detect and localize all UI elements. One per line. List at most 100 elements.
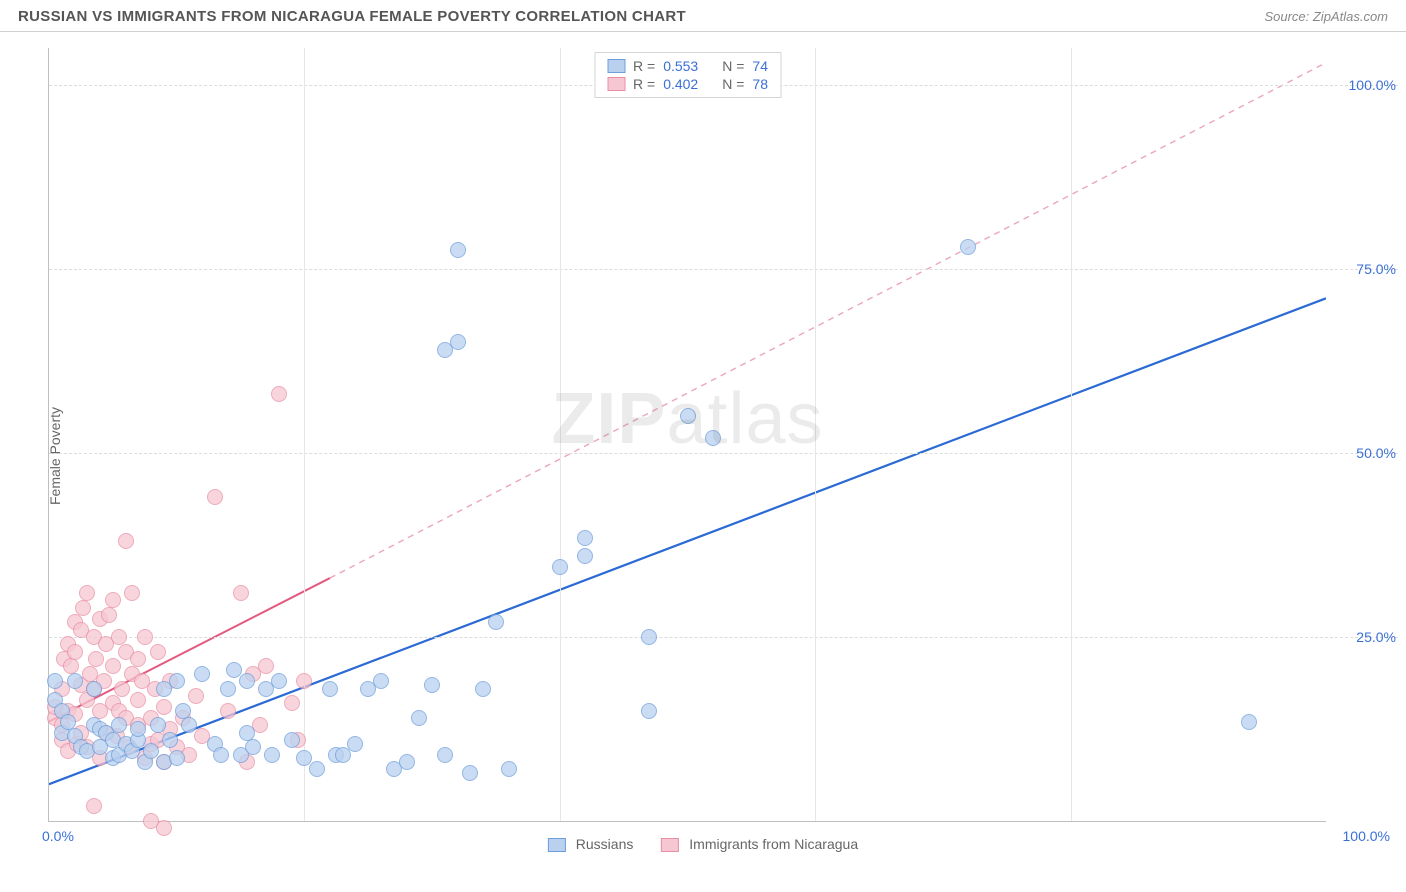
data-point-blue xyxy=(680,408,696,424)
data-point-blue xyxy=(373,673,389,689)
legend-n-value-pink: 78 xyxy=(752,76,768,92)
data-point-blue xyxy=(450,334,466,350)
data-point-pink xyxy=(296,673,312,689)
data-point-blue xyxy=(213,747,229,763)
x-tick-max: 100.0% xyxy=(1343,828,1390,844)
data-point-blue xyxy=(239,725,255,741)
gridline-v xyxy=(815,48,816,821)
legend-swatch-pink xyxy=(607,77,625,91)
data-point-pink xyxy=(156,699,172,715)
data-point-pink xyxy=(86,798,102,814)
data-point-blue xyxy=(322,681,338,697)
data-point-blue xyxy=(488,614,504,630)
data-point-pink xyxy=(220,703,236,719)
chart-area: Female Poverty ZIPatlas R = 0.553 N = 74… xyxy=(0,32,1406,880)
data-point-blue xyxy=(60,714,76,730)
chart-source: Source: ZipAtlas.com xyxy=(1264,9,1388,24)
legend-r-value-blue: 0.553 xyxy=(663,58,698,74)
gridline-v xyxy=(304,48,305,821)
data-point-blue xyxy=(181,717,197,733)
legend-r-label: R = xyxy=(633,76,655,92)
y-tick-label: 100.0% xyxy=(1334,77,1396,93)
data-point-blue xyxy=(86,681,102,697)
data-point-blue xyxy=(577,530,593,546)
data-point-blue xyxy=(239,673,255,689)
data-point-blue xyxy=(264,747,280,763)
data-point-blue xyxy=(399,754,415,770)
data-point-blue xyxy=(245,739,261,755)
legend-item-russians: Russians xyxy=(548,836,633,852)
data-point-blue xyxy=(1241,714,1257,730)
chart-header: RUSSIAN VS IMMIGRANTS FROM NICARAGUA FEM… xyxy=(0,0,1406,32)
legend-label-nicaragua: Immigrants from Nicaragua xyxy=(689,836,858,852)
data-point-blue xyxy=(175,703,191,719)
data-point-pink xyxy=(150,644,166,660)
legend-label-russians: Russians xyxy=(576,836,634,852)
data-point-blue xyxy=(271,673,287,689)
legend-row-pink: R = 0.402 N = 78 xyxy=(607,75,768,93)
data-point-blue xyxy=(162,732,178,748)
data-point-blue xyxy=(335,747,351,763)
data-point-blue xyxy=(450,242,466,258)
y-tick-label: 50.0% xyxy=(1334,445,1396,461)
data-point-pink xyxy=(88,651,104,667)
data-point-blue xyxy=(577,548,593,564)
legend-n-label: N = xyxy=(722,58,744,74)
data-point-pink xyxy=(105,658,121,674)
data-point-blue xyxy=(475,681,491,697)
data-point-blue xyxy=(641,703,657,719)
data-point-pink xyxy=(63,658,79,674)
gridline-h xyxy=(49,453,1398,454)
data-point-pink xyxy=(118,533,134,549)
gridline-v xyxy=(560,48,561,821)
legend-r-label: R = xyxy=(633,58,655,74)
data-point-blue xyxy=(309,761,325,777)
plot-region: ZIPatlas R = 0.553 N = 74 R = 0.402 N = … xyxy=(48,48,1326,822)
watermark-prefix: ZIP xyxy=(551,379,666,459)
x-tick-min: 0.0% xyxy=(42,828,74,844)
data-point-blue xyxy=(552,559,568,575)
data-point-pink xyxy=(284,695,300,711)
data-point-blue xyxy=(705,430,721,446)
data-point-blue xyxy=(347,736,363,752)
data-point-pink xyxy=(79,585,95,601)
data-point-pink xyxy=(207,489,223,505)
data-point-pink xyxy=(67,644,83,660)
data-point-blue xyxy=(169,673,185,689)
gridline-h xyxy=(49,269,1398,270)
data-point-blue xyxy=(960,239,976,255)
legend-swatch-nicaragua xyxy=(661,838,679,852)
legend-r-value-pink: 0.402 xyxy=(663,76,698,92)
chart-title: RUSSIAN VS IMMIGRANTS FROM NICARAGUA FEM… xyxy=(18,8,686,25)
data-point-blue xyxy=(150,717,166,733)
legend-series: Russians Immigrants from Nicaragua xyxy=(548,836,858,852)
data-point-pink xyxy=(105,592,121,608)
data-point-blue xyxy=(47,673,63,689)
legend-item-nicaragua: Immigrants from Nicaragua xyxy=(661,836,858,852)
data-point-pink xyxy=(137,629,153,645)
legend-n-label: N = xyxy=(722,76,744,92)
data-point-blue xyxy=(424,677,440,693)
data-point-blue xyxy=(67,673,83,689)
data-point-blue xyxy=(130,721,146,737)
legend-swatch-blue xyxy=(607,59,625,73)
data-point-pink xyxy=(101,607,117,623)
data-point-pink xyxy=(130,651,146,667)
data-point-blue xyxy=(111,717,127,733)
data-point-blue xyxy=(462,765,478,781)
legend-swatch-russians xyxy=(548,838,566,852)
data-point-blue xyxy=(437,747,453,763)
data-point-pink xyxy=(75,600,91,616)
data-point-blue xyxy=(641,629,657,645)
data-point-pink xyxy=(130,692,146,708)
trend-lines xyxy=(49,48,1326,821)
data-point-blue xyxy=(194,666,210,682)
gridline-h xyxy=(49,637,1398,638)
data-point-pink xyxy=(271,386,287,402)
data-point-pink xyxy=(114,681,130,697)
data-point-pink xyxy=(258,658,274,674)
data-point-blue xyxy=(284,732,300,748)
data-point-pink xyxy=(111,629,127,645)
legend-n-value-blue: 74 xyxy=(752,58,768,74)
legend-row-blue: R = 0.553 N = 74 xyxy=(607,57,768,75)
